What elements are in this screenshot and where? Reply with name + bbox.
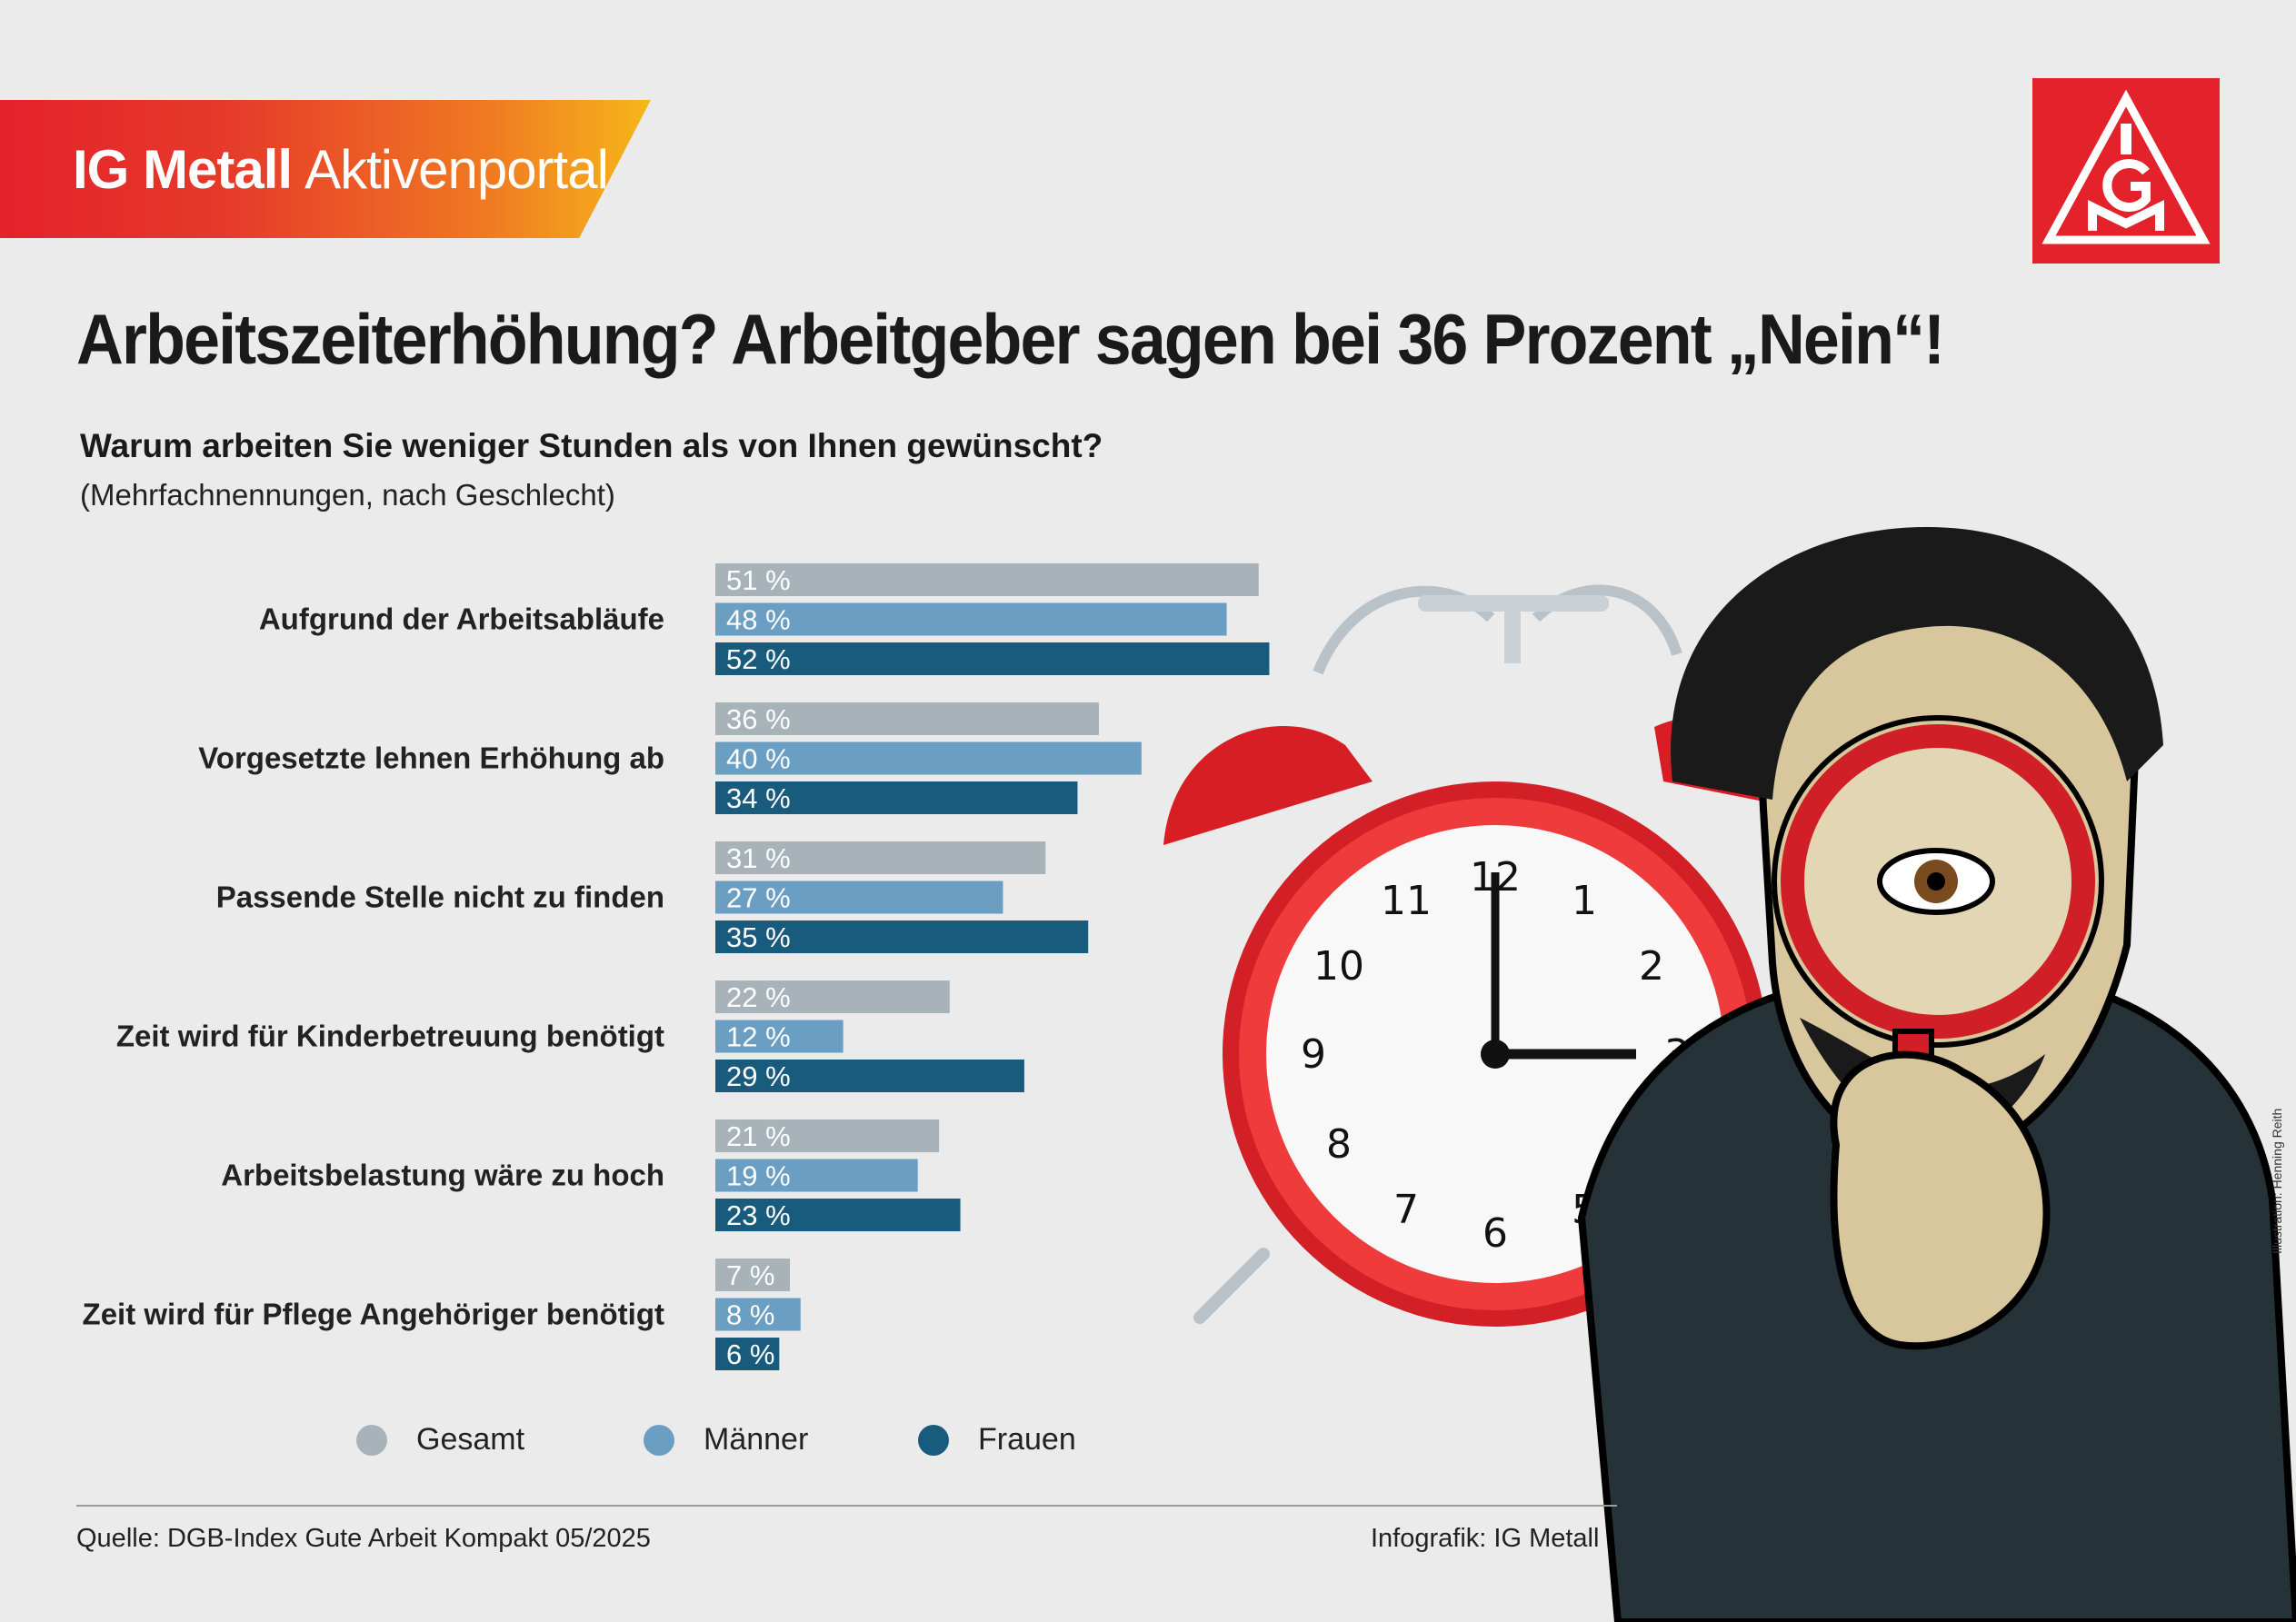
bar-manner-4 — [715, 1020, 844, 1053]
bar-frauen-4 — [715, 1060, 1024, 1092]
brand-name-bold: IG Metall — [73, 139, 293, 200]
category-label-6: Zeit wird für Pflege Angehöriger benötig… — [83, 1298, 664, 1331]
infographic-credit: Infografik: IG Metall — [1371, 1524, 1600, 1553]
legend-swatch-frauen — [918, 1424, 949, 1456]
category-label-2: Vorgesetzte lehnen Erhöhung ab — [198, 741, 664, 775]
legend-label-frauen: Frauen — [978, 1422, 1076, 1457]
value-label-gesamt-1: 51 % — [726, 564, 791, 596]
brand-name-light: Aktivenportal — [304, 139, 609, 200]
legend-item-gesamt: Gesamt — [356, 1422, 524, 1458]
legend-item-maenner: Männer — [644, 1422, 808, 1458]
value-label-gesamt-5: 21 % — [726, 1120, 791, 1152]
bar-manner-1 — [715, 602, 1227, 636]
bar-frauen-2 — [715, 781, 1078, 814]
clock-numeral-7: 7 — [1393, 1187, 1419, 1233]
value-label-frauen-5: 23 % — [726, 1199, 791, 1231]
legend-label-maenner: Männer — [704, 1422, 809, 1457]
clock-numeral-2: 2 — [1639, 943, 1664, 990]
chart-note: (Mehrfachnennungen, nach Geschlecht) — [80, 478, 615, 512]
category-label-5: Arbeitsbelastung wäre zu hoch — [221, 1159, 664, 1192]
bar-gesamt-4 — [715, 980, 950, 1013]
bar-manner-5 — [715, 1159, 918, 1192]
bar-frauen-3 — [715, 920, 1089, 953]
bar-gesamt-5 — [715, 1119, 940, 1152]
brand-name: IG Metall Aktivenportal — [73, 138, 609, 201]
bar-gesamt-1 — [715, 563, 1259, 596]
legend-item-frauen: Frauen — [918, 1422, 1076, 1458]
bar-frauen-1 — [715, 642, 1270, 675]
value-label-manner-3: 27 % — [726, 882, 791, 914]
clock-numeral-8: 8 — [1326, 1121, 1352, 1168]
bar-chart: Aufgrund der Arbeitsabläufe 51 % 48 % 52 % V… — [83, 563, 1270, 1370]
bar-manner-3 — [715, 881, 1003, 914]
value-label-gesamt-4: 22 % — [726, 981, 791, 1013]
legend-swatch-gesamt — [356, 1424, 387, 1456]
page-title: Arbeitszeiterhöhung? Arbeitgeber sagen b… — [76, 299, 1945, 379]
bar-gesamt-2 — [715, 702, 1099, 735]
value-label-manner-2: 40 % — [726, 743, 791, 775]
value-label-gesamt-3: 31 % — [726, 842, 791, 874]
chart-question: Warum arbeiten Sie weniger Stunden als v… — [80, 427, 1103, 464]
value-label-manner-4: 12 % — [726, 1021, 791, 1053]
value-label-manner-5: 19 % — [726, 1160, 791, 1192]
ig-metall-logo — [2032, 78, 2220, 264]
bar-manner-2 — [715, 741, 1142, 775]
category-label-3: Passende Stelle nicht zu finden — [216, 881, 664, 914]
bar-frauen-5 — [715, 1199, 961, 1231]
value-label-frauen-3: 35 % — [726, 921, 791, 953]
chart-legend: Gesamt Männer Frauen — [0, 1422, 1273, 1468]
clock-numeral-11: 11 — [1381, 878, 1432, 924]
clock-numeral-6: 6 — [1482, 1210, 1508, 1257]
source-note: Quelle: DGB-Index Gute Arbeit Kompakt 05… — [76, 1524, 651, 1553]
value-label-manner-1: 48 % — [726, 604, 791, 636]
value-label-gesamt-2: 36 % — [726, 703, 791, 735]
bar-frauen-6 — [715, 1338, 780, 1370]
value-label-frauen-6: 6 % — [726, 1338, 774, 1370]
footer-divider — [76, 1505, 1617, 1507]
value-label-gesamt-6: 7 % — [726, 1259, 774, 1291]
bar-gesamt-6 — [715, 1259, 791, 1291]
bar-gesamt-3 — [715, 841, 1046, 874]
category-label-1: Aufgrund der Arbeitsabläufe — [259, 602, 664, 636]
clock-numeral-9: 9 — [1301, 1031, 1326, 1078]
legend-label-gesamt: Gesamt — [416, 1422, 525, 1457]
clock-numeral-10: 10 — [1313, 943, 1364, 990]
legend-swatch-maenner — [644, 1424, 674, 1456]
value-label-frauen-1: 52 % — [726, 643, 791, 675]
value-label-manner-6: 8 % — [726, 1299, 774, 1331]
man-with-magnifier-illustration — [1577, 527, 2296, 1622]
illustrator-credit: Illustration: Henning Reith — [2270, 1108, 2284, 1254]
illustration: 12 1 2 3 4 5 6 7 8 9 10 11 — [1163, 527, 2296, 1622]
brand-banner: IG Metall Aktivenportal — [0, 100, 651, 238]
value-label-frauen-2: 34 % — [726, 782, 791, 814]
bar-manner-6 — [715, 1298, 801, 1331]
clock-numeral-1: 1 — [1572, 878, 1597, 924]
value-label-frauen-4: 29 % — [726, 1060, 791, 1092]
category-label-4: Zeit wird für Kinderbetreuung benötigt — [116, 1020, 664, 1053]
